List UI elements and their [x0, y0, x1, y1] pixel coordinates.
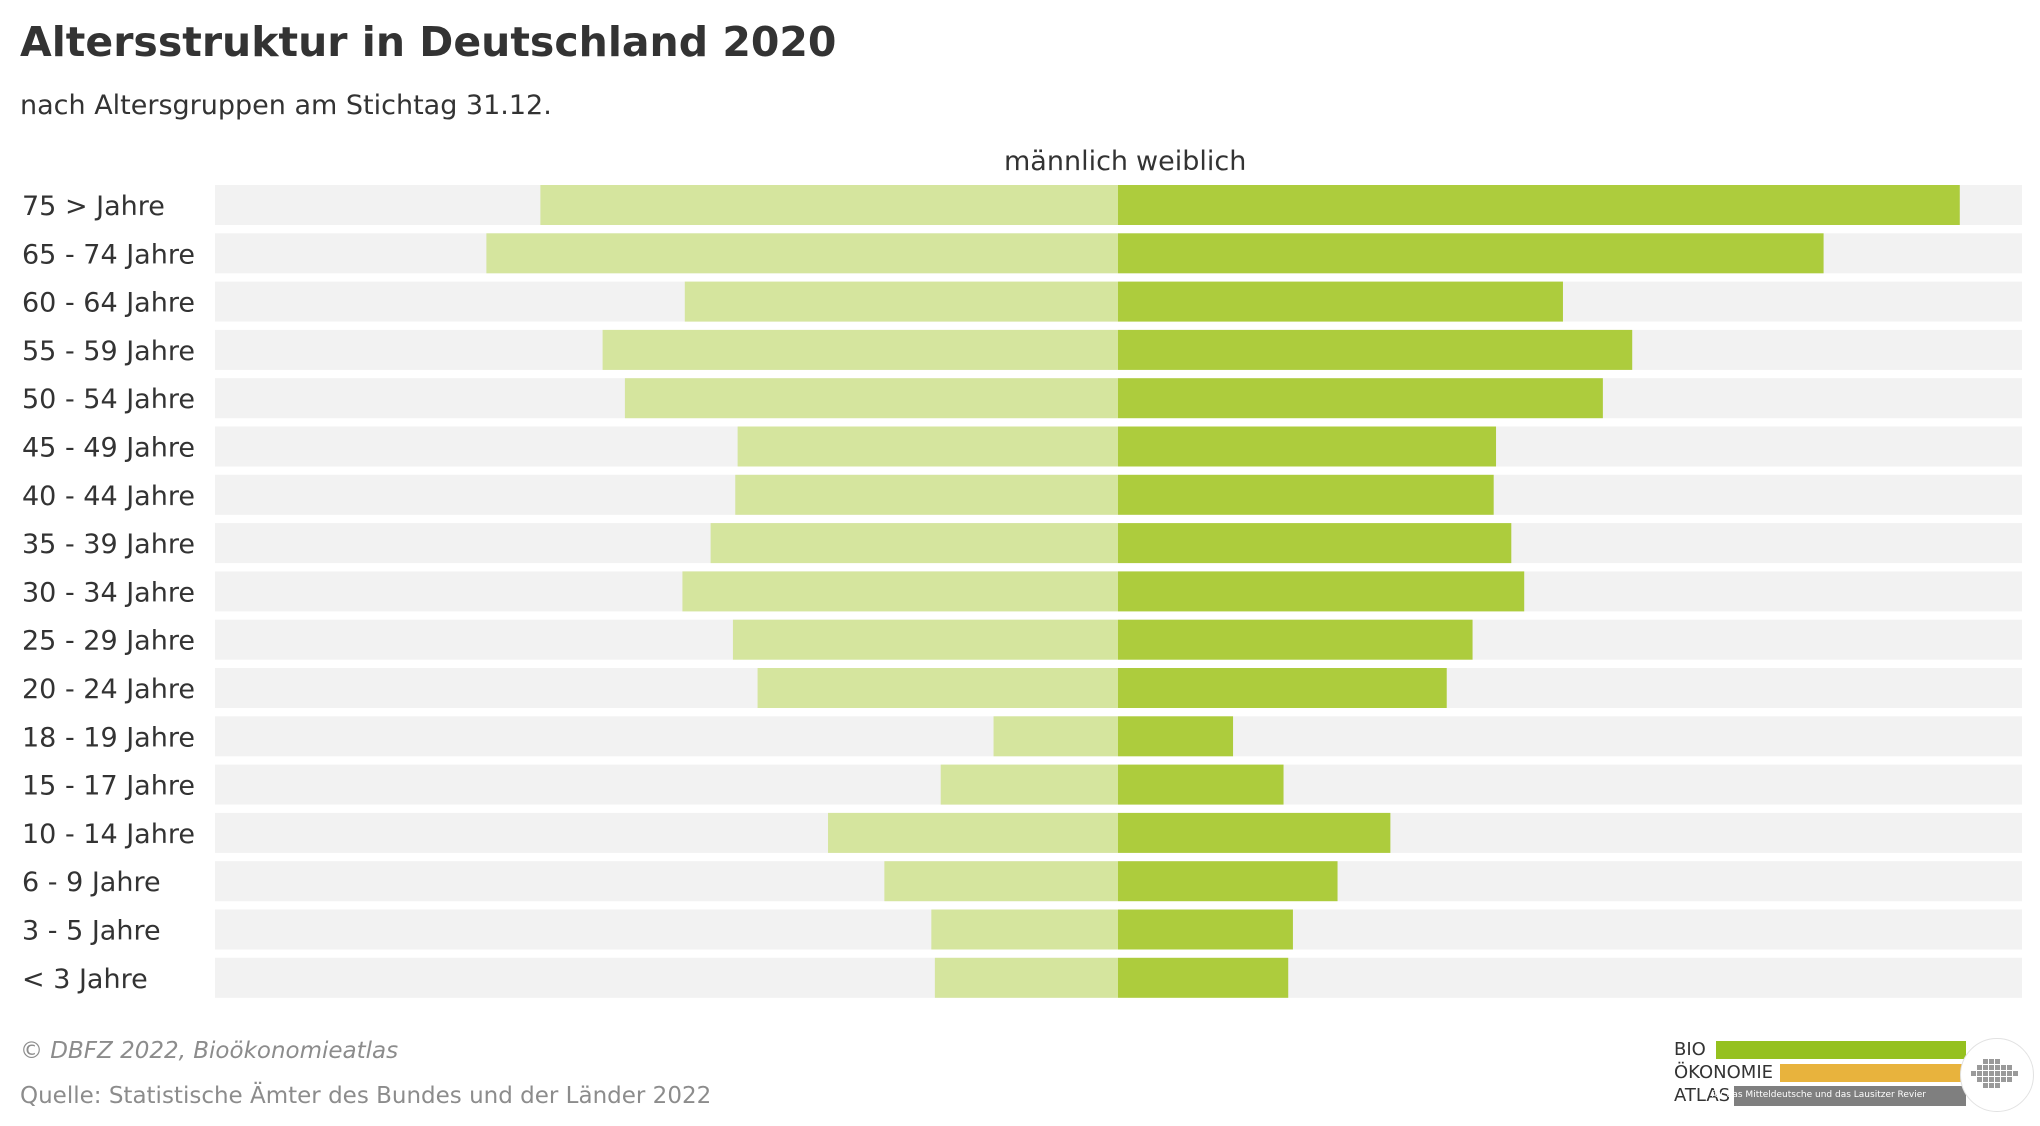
source-note: Quelle: Statistische Ämter des Bundes un… — [20, 1083, 712, 1109]
bar-female — [1118, 426, 1497, 467]
bar-male — [624, 378, 1118, 419]
bar-female — [1118, 329, 1633, 370]
logo-grey-bar: für das Mitteldeutsche und das Lausitzer… — [1711, 1086, 1966, 1106]
bar-male — [993, 716, 1118, 757]
bar-female — [1118, 185, 1960, 225]
bar-female — [1118, 474, 1494, 515]
category-label: 40 - 44 Jahre — [22, 481, 195, 512]
bar-male — [710, 523, 1118, 564]
logo-text-bio: BIO — [1674, 1039, 1706, 1060]
logo-text-oekonomie: ÖKONOMIE — [1674, 1062, 1773, 1083]
category-label: 45 - 49 Jahre — [22, 433, 195, 464]
logo-orange-bar — [1780, 1064, 1974, 1082]
legend-female-label: weiblich — [1136, 146, 1247, 177]
category-label: 18 - 19 Jahre — [22, 722, 195, 753]
logo-text-atlas: ATLAS — [1674, 1085, 1731, 1106]
bar-male — [737, 426, 1118, 467]
copyright-note: © DBFZ 2022, Bioökonomieatlas — [20, 1038, 399, 1064]
bar-male — [602, 329, 1118, 370]
bar-male — [931, 909, 1118, 950]
category-label: 3 - 5 Jahre — [22, 916, 161, 947]
bar-female — [1118, 764, 1284, 805]
bar-female — [1118, 909, 1293, 950]
bar-female — [1118, 668, 1447, 708]
population-pyramid-chart: 75 > Jahre 65 - 74 Jahre 60 - 64 Jahre 55 -… — [22, 185, 2022, 998]
category-label: 65 - 74 Jahre — [22, 239, 195, 270]
logo-tagline: für das Mitteldeutsche und das Lausitzer… — [1711, 1090, 1926, 1100]
bar-female — [1118, 619, 1473, 660]
bar-male — [940, 764, 1118, 805]
bar-female — [1118, 716, 1234, 757]
bar-male — [884, 861, 1118, 902]
category-label: 20 - 24 Jahre — [22, 674, 195, 705]
bar-male — [934, 957, 1118, 998]
bioeconomy-atlas-logo: BIO ÖKONOMIE ATLAS für das Mitteldeutsch… — [1674, 1036, 2034, 1116]
bar-female — [1118, 378, 1603, 419]
category-label: 15 - 17 Jahre — [22, 771, 195, 802]
category-label: 10 - 14 Jahre — [22, 819, 195, 850]
bar-male — [682, 571, 1118, 612]
bar-female — [1118, 281, 1563, 322]
bar-male — [684, 281, 1118, 322]
bar-female — [1118, 812, 1391, 853]
category-label: 75 > Jahre — [22, 191, 165, 222]
chart-subtitle: nach Altersgruppen am Stichtag 31.12. — [20, 90, 552, 121]
bar-male — [757, 668, 1118, 708]
category-label: 25 - 29 Jahre — [22, 626, 195, 657]
bar-female — [1118, 861, 1338, 902]
logo-green-bar — [1716, 1041, 1966, 1059]
bar-male — [486, 233, 1118, 274]
bar-male — [540, 185, 1118, 225]
bar-male — [828, 812, 1118, 853]
legend-male-label: männlich — [1004, 146, 1129, 177]
category-label: 55 - 59 Jahre — [22, 336, 195, 367]
logo-map-icon — [1960, 1038, 2034, 1112]
bar-female — [1118, 957, 1289, 998]
bar-female — [1118, 233, 1824, 274]
bar-male — [732, 619, 1118, 660]
category-label: 50 - 54 Jahre — [22, 384, 195, 415]
chart-title: Altersstruktur in Deutschland 2020 — [20, 18, 837, 66]
bar-female — [1118, 571, 1525, 612]
category-label: < 3 Jahre — [22, 964, 148, 995]
category-label: 30 - 34 Jahre — [22, 577, 195, 608]
category-label: 6 - 9 Jahre — [22, 867, 161, 898]
category-label: 60 - 64 Jahre — [22, 288, 195, 319]
bar-female — [1118, 523, 1512, 564]
legend: männlich weiblich — [1004, 146, 1246, 177]
bar-male — [735, 474, 1118, 515]
category-label: 35 - 39 Jahre — [22, 529, 195, 560]
